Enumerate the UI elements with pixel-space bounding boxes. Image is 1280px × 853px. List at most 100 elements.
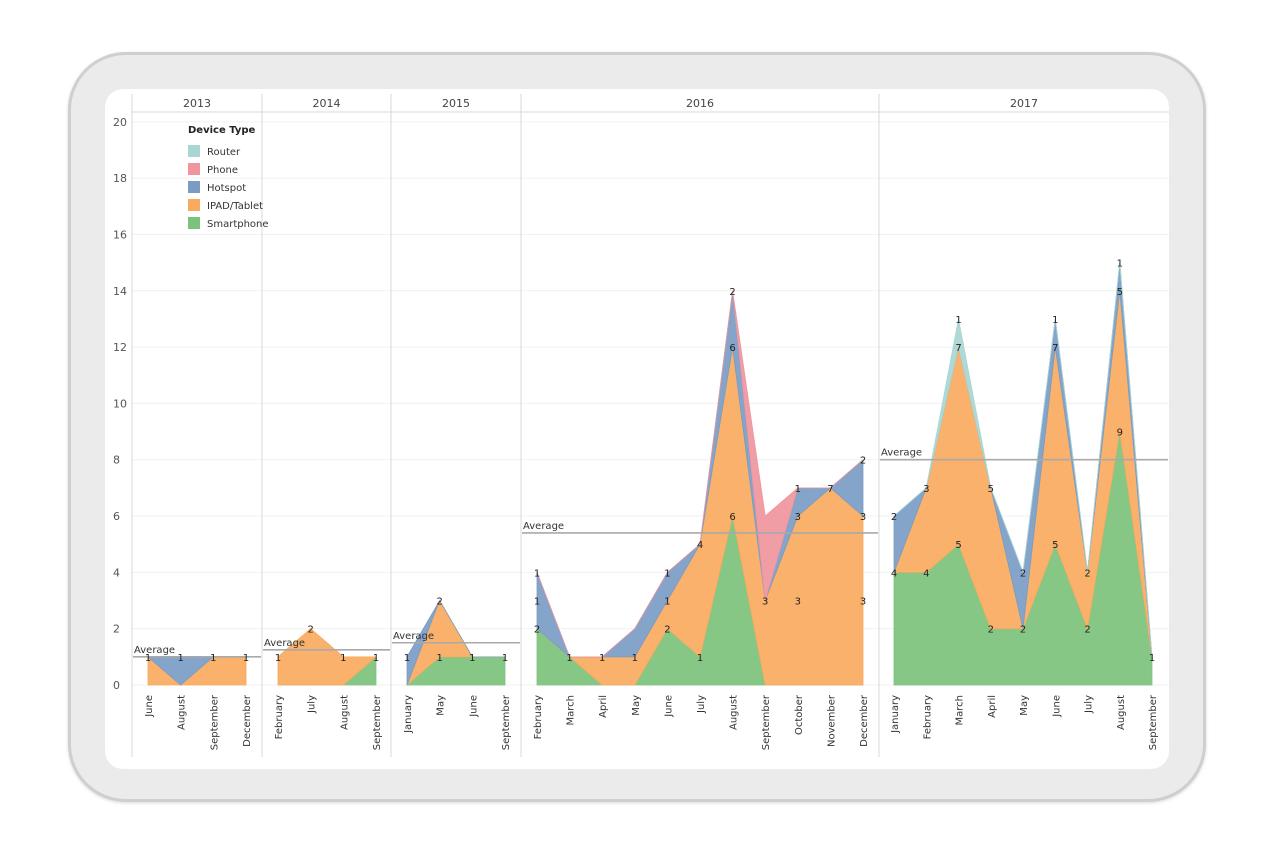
data-label: 2 — [436, 597, 442, 608]
x-tick-label: June — [144, 695, 155, 718]
x-tick-label: November — [826, 694, 837, 747]
data-label: 2 — [988, 625, 994, 636]
data-label: 4 — [891, 568, 897, 579]
data-label: 1 — [469, 653, 475, 664]
year-header: 2013 — [183, 97, 211, 110]
data-label: 4 — [697, 540, 703, 551]
data-label: 7 — [827, 484, 833, 495]
area-ipadtablet — [277, 628, 378, 686]
x-tick-label: January — [403, 695, 414, 734]
data-label: 1 — [243, 653, 249, 664]
x-tick-label: May — [1019, 695, 1030, 716]
x-tick-label: December — [859, 694, 870, 747]
x-tick-label: June — [468, 695, 479, 718]
x-tick-label: August — [1116, 695, 1127, 730]
average-label: Average — [393, 631, 434, 642]
data-label: 1 — [599, 653, 605, 664]
data-label: 1 — [955, 315, 961, 326]
x-tick-label: September — [501, 694, 512, 750]
x-tick-label: March — [566, 695, 577, 725]
data-label: 1 — [373, 653, 379, 664]
x-tick-label: September — [372, 694, 383, 750]
x-tick-label: February — [533, 695, 544, 739]
year-header: 2016 — [686, 97, 714, 110]
data-label: 1 — [502, 653, 508, 664]
y-tick-label: 20 — [113, 116, 127, 129]
x-tick-label: June — [1051, 695, 1062, 718]
legend-label: Smartphone — [207, 219, 269, 230]
data-label: 1 — [210, 653, 216, 664]
data-label: 1 — [340, 653, 346, 664]
y-tick-label: 2 — [113, 623, 120, 636]
x-tick-label: August — [729, 695, 740, 730]
data-label: 3 — [860, 512, 866, 523]
y-tick-label: 10 — [113, 397, 127, 410]
grid-layer — [132, 121, 1169, 686]
year-header: 2014 — [313, 97, 341, 110]
legend-label: IPAD/Tablet — [207, 201, 263, 212]
data-label: 1 — [664, 568, 670, 579]
data-label: 7 — [955, 343, 961, 354]
x-tick-label: September — [209, 694, 220, 750]
average-label: Average — [523, 521, 564, 532]
data-label: 2 — [1084, 625, 1090, 636]
data-label: 6 — [729, 512, 735, 523]
x-tick-label: July — [307, 695, 318, 714]
data-label: 3 — [795, 512, 801, 523]
x-tick-label: February — [922, 695, 933, 739]
y-tick-label: 4 — [113, 566, 120, 579]
data-label: 4 — [923, 568, 929, 579]
data-label: 3 — [795, 597, 801, 608]
x-tick-label: February — [274, 695, 285, 739]
data-label: 5 — [1117, 287, 1123, 298]
legend-label: Phone — [207, 165, 238, 176]
legend-swatch — [188, 145, 200, 157]
x-tick-label: September — [1148, 694, 1159, 750]
data-label: 1 — [566, 653, 572, 664]
x-tick-label: October — [794, 694, 805, 735]
data-label: 5 — [955, 540, 961, 551]
y-tick-label: 0 — [113, 679, 120, 692]
data-label: 1 — [664, 597, 670, 608]
data-label: 1 — [534, 568, 540, 579]
data-label: 3 — [923, 484, 929, 495]
legend: Device Type Router Phone Hotspot IPAD/Table… — [188, 125, 269, 230]
x-tick-label: May — [436, 695, 447, 716]
data-label: 6 — [729, 343, 735, 354]
data-label: 2 — [664, 625, 670, 636]
data-label: 3 — [762, 597, 768, 608]
data-label: 7 — [1052, 343, 1058, 354]
data-label: 2 — [729, 287, 735, 298]
data-label: 9 — [1117, 428, 1123, 439]
x-tick-label: May — [631, 695, 642, 716]
data-label: 1 — [436, 653, 442, 664]
data-label: 1 — [795, 484, 801, 495]
data-label: 1 — [1117, 259, 1123, 270]
area-router — [893, 262, 1153, 657]
data-label: 1 — [697, 653, 703, 664]
legend-label: Hotspot — [207, 183, 246, 194]
data-label: 2 — [307, 625, 313, 636]
average-lines-layer: Average Average Average Average Average — [133, 448, 1168, 658]
x-tick-label: April — [598, 695, 609, 718]
data-label: 1 — [275, 653, 281, 664]
y-tick-label: 8 — [113, 454, 120, 467]
area-phone — [536, 290, 864, 658]
data-label: 2 — [891, 512, 897, 523]
x-tick-label: March — [955, 695, 966, 725]
x-tick-label: August — [177, 695, 188, 730]
legend-swatch — [188, 199, 200, 211]
average-label: Average — [881, 448, 922, 459]
x-tick-label: August — [339, 695, 350, 730]
data-label: 5 — [1052, 540, 1058, 551]
data-label: 2 — [860, 456, 866, 467]
year-header: 2017 — [1010, 97, 1038, 110]
data-label: 1 — [1052, 315, 1058, 326]
y-tick-label: 18 — [113, 172, 127, 185]
data-label: 1 — [534, 597, 540, 608]
x-tick-label: September — [761, 694, 772, 750]
data-label: 1 — [632, 653, 638, 664]
